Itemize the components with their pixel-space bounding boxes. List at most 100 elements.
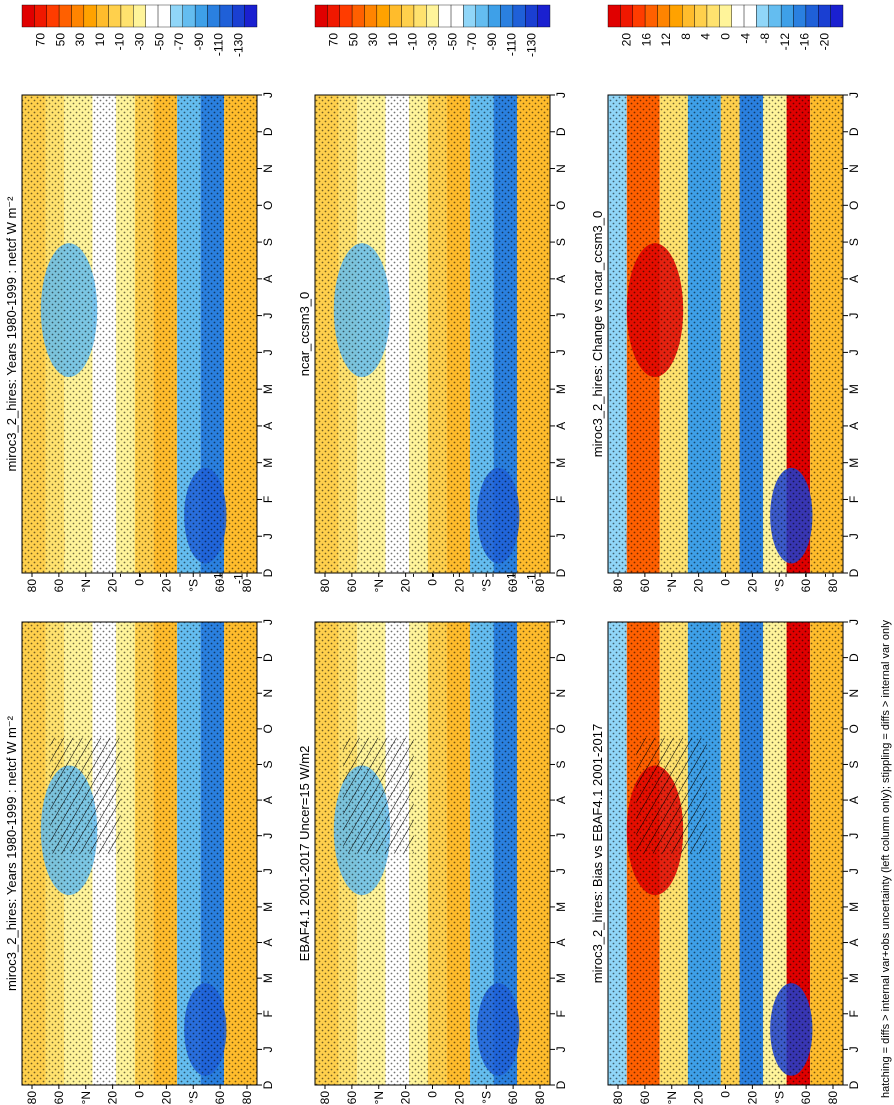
- lat-tick-label: 60: [345, 579, 359, 593]
- colorbar-swatch: [793, 4, 807, 28]
- colorbar-swatch: [682, 4, 695, 28]
- colorbar-swatch: [351, 4, 365, 28]
- colorbar-label: 4: [699, 33, 713, 40]
- month-tick-label: M: [261, 973, 275, 983]
- month-tick-label: A: [554, 275, 568, 283]
- month-tick-label: O: [261, 201, 275, 210]
- colorbar-label: -10: [406, 33, 420, 51]
- month-tick-label: D: [554, 127, 568, 136]
- colorbar-label: 8: [679, 33, 693, 40]
- colorbar-label: 16: [639, 33, 653, 47]
- lat-tick-label: 0: [719, 579, 733, 586]
- lat-tick-label: °N: [372, 1091, 386, 1104]
- lat-tick-label: °S: [772, 579, 786, 592]
- month-tick-label: J: [847, 833, 861, 839]
- colorbar-swatch: [327, 4, 340, 28]
- month-tick-label: M: [847, 973, 861, 983]
- colorbar-swatch: [389, 4, 402, 28]
- colorbar-swatch: [657, 4, 671, 28]
- month-tick-label: D: [261, 127, 275, 136]
- colorbar-label: -130: [231, 33, 245, 57]
- month-tick-label: S: [554, 760, 568, 768]
- colorbar-swatch: [133, 4, 146, 28]
- colorbar-label: -50: [445, 33, 459, 51]
- lat-tick-label: 80: [25, 579, 39, 593]
- colorbar-swatch: [339, 4, 353, 28]
- panel-title: miroc3_2_hires: Years 1980-1999 : netcf …: [4, 196, 19, 472]
- colorbar-label: 0: [719, 33, 733, 40]
- colorbar-label: 12: [659, 33, 673, 47]
- colorbar-swatch: [182, 4, 196, 28]
- lat-tick-label: 60: [799, 579, 813, 593]
- panel-title: miroc3_2_hires: Bias vs EBAF4.1 2001-201…: [590, 724, 605, 983]
- month-tick-label: D: [261, 1080, 275, 1089]
- month-tick-label: S: [847, 238, 861, 246]
- colorbar-swatch: [438, 4, 452, 28]
- colorbar-swatch: [401, 4, 415, 28]
- lat-tick-label: 20: [159, 1091, 173, 1105]
- lat-tick-label: 0: [133, 579, 147, 586]
- month-tick-label: F: [261, 496, 275, 503]
- colorbar-label: -70: [172, 33, 186, 51]
- colorbar-label: -4: [738, 33, 752, 44]
- lat-tick-label: 0: [426, 579, 440, 586]
- month-tick-label: N: [554, 689, 568, 698]
- lat-tick-label: 60: [213, 1091, 227, 1105]
- lat-tick-label: 60: [213, 579, 227, 593]
- lat-tick-label: °N: [665, 579, 679, 592]
- colorbar-swatch: [83, 4, 97, 28]
- colorbar-5: 20 16 12 8 4 0 -4 -8 -12 -16 -20: [607, 4, 844, 50]
- month-tick-label: J: [261, 1046, 275, 1052]
- month-tick-label: J: [261, 833, 275, 839]
- colorbar-swatch: [157, 4, 171, 28]
- month-tick-label: A: [261, 275, 275, 283]
- panel-title: EBAF4.1 2001-2017 Uncer=15 W/m2: [297, 746, 312, 962]
- stippling: [22, 95, 257, 573]
- colorbar-label: -90: [192, 33, 206, 51]
- month-tick-label: J: [554, 833, 568, 839]
- colorbar-swatch: [108, 4, 122, 28]
- lat-tick-label: 60: [638, 1091, 652, 1105]
- month-tick-label: D: [847, 127, 861, 136]
- colorbar-swatch: [96, 4, 109, 28]
- lat-tick-label: 20: [399, 579, 413, 593]
- month-tick-label: J: [847, 313, 861, 319]
- heatmap-panel-4: D J F M A M J J A S O N D J 80 60 °N 20 0 20 °S 60 80 miroc3_2_…: [590, 531, 861, 1105]
- month-tick-label: O: [554, 201, 568, 210]
- month-tick-label: M: [261, 458, 275, 468]
- lat-tick-label: 0: [133, 1091, 147, 1098]
- month-tick-label: J: [261, 868, 275, 874]
- lat-tick-label: 80: [318, 1091, 332, 1105]
- colorbar-label: 70: [34, 33, 48, 47]
- month-tick-label: J: [847, 1046, 861, 1052]
- lat-tick-label: °S: [479, 1091, 493, 1104]
- colorbar-label: 50: [346, 33, 360, 47]
- colorbar-swatch: [731, 4, 745, 28]
- month-tick-label: O: [847, 201, 861, 210]
- stippling: [608, 95, 843, 573]
- lat-tick-label: 60: [799, 1091, 813, 1105]
- lat-tick-label: 60: [345, 1091, 359, 1105]
- lat-tick-label: 20: [106, 1091, 120, 1105]
- lat-tick-label: 80: [533, 579, 547, 593]
- colorbar-swatch: [463, 4, 476, 28]
- lat-tick-label: 80: [240, 579, 254, 593]
- month-tick-label: M: [554, 973, 568, 983]
- month-tick-label: M: [847, 902, 861, 912]
- lat-tick-label: 60: [506, 1091, 520, 1105]
- month-tick-label: M: [554, 384, 568, 394]
- colorbar-label: 10: [386, 33, 400, 47]
- colorbar-swatch: [669, 4, 683, 28]
- hatching: [636, 737, 707, 854]
- colorbar-swatch: [219, 4, 233, 28]
- month-tick-label: A: [554, 422, 568, 430]
- month-tick-label: J: [554, 349, 568, 355]
- month-tick-label: J: [847, 619, 861, 625]
- colorbar-label: -110: [505, 33, 519, 56]
- month-tick-label: F: [847, 496, 861, 503]
- month-tick-label: O: [847, 724, 861, 733]
- month-tick-label: J: [554, 619, 568, 625]
- colorbar-swatch: [756, 4, 769, 28]
- month-tick-label: A: [847, 939, 861, 947]
